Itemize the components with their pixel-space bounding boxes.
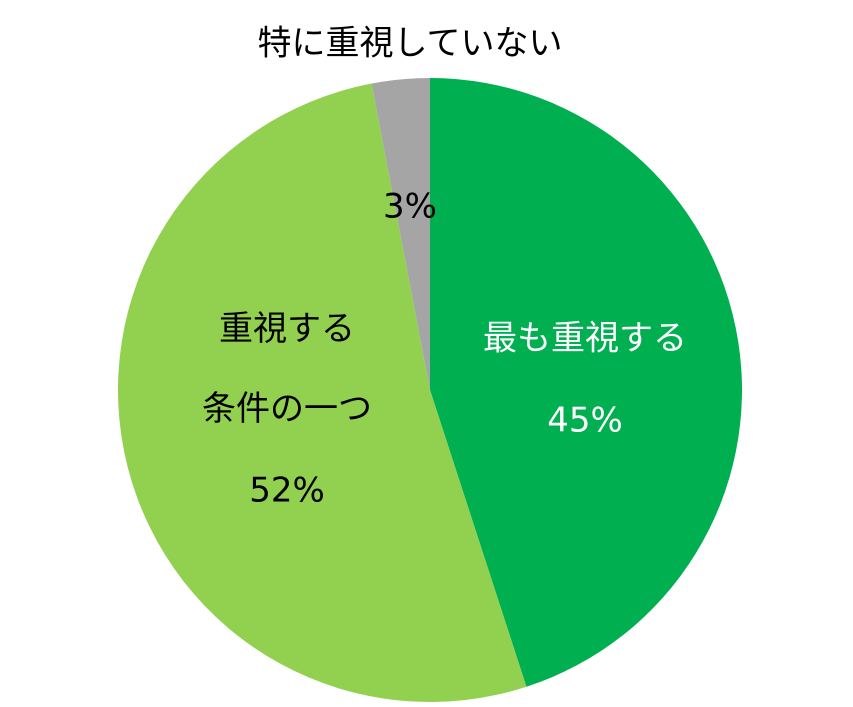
category-label-line: 重視する xyxy=(219,309,355,349)
value-label: 52% xyxy=(249,471,325,511)
category-label: 重視する条件の一つ xyxy=(202,309,372,429)
category-label-line: 条件の一つ xyxy=(202,389,372,429)
pie-slice xyxy=(430,78,742,687)
pie-slice xyxy=(118,83,527,702)
value-label: 3% xyxy=(383,187,437,227)
value-label: 45% xyxy=(547,401,623,441)
category-label: 最も重視する xyxy=(483,319,687,359)
pie-slice xyxy=(371,78,430,390)
category-label: 特に重視していない xyxy=(258,24,563,64)
